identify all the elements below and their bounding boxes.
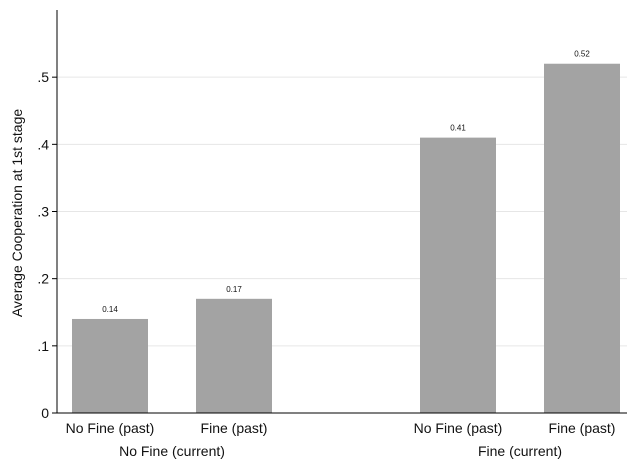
gridlines: [57, 76, 627, 347]
bar: [72, 318, 148, 413]
y-tick-label: .3: [37, 204, 49, 220]
y-tick-label: .4: [37, 136, 49, 152]
x-category-label: Fine (past): [549, 420, 616, 436]
x-axis-labels: No Fine (past) Fine (past) No Fine (curren…: [66, 420, 616, 459]
bar-data-label: 0.41: [450, 124, 466, 133]
y-tick-label: .1: [37, 338, 49, 354]
bar: [196, 298, 272, 413]
x-category-label: No Fine (past): [66, 420, 155, 436]
bar-data-label: 0.17: [226, 285, 242, 294]
bar-data-label: 0.14: [102, 305, 118, 314]
y-axis-title: Average Cooperation at 1st stage: [9, 109, 25, 318]
bar: [544, 63, 620, 413]
bars: 0.14 0.17 0.41 0.52: [72, 50, 620, 413]
y-axis-ticks: 0 .1 .2 .3 .4 .5: [37, 69, 57, 421]
x-category-label: No Fine (past): [414, 420, 503, 436]
x-group-label: Fine (current): [478, 443, 562, 459]
y-tick-label: 0: [41, 405, 49, 421]
bar: [420, 137, 496, 413]
y-tick-label: .5: [37, 69, 49, 85]
bar-data-label: 0.52: [574, 50, 590, 59]
x-group-label: No Fine (current): [119, 443, 225, 459]
x-category-label: Fine (past): [201, 420, 268, 436]
y-tick-label: .2: [37, 271, 49, 287]
